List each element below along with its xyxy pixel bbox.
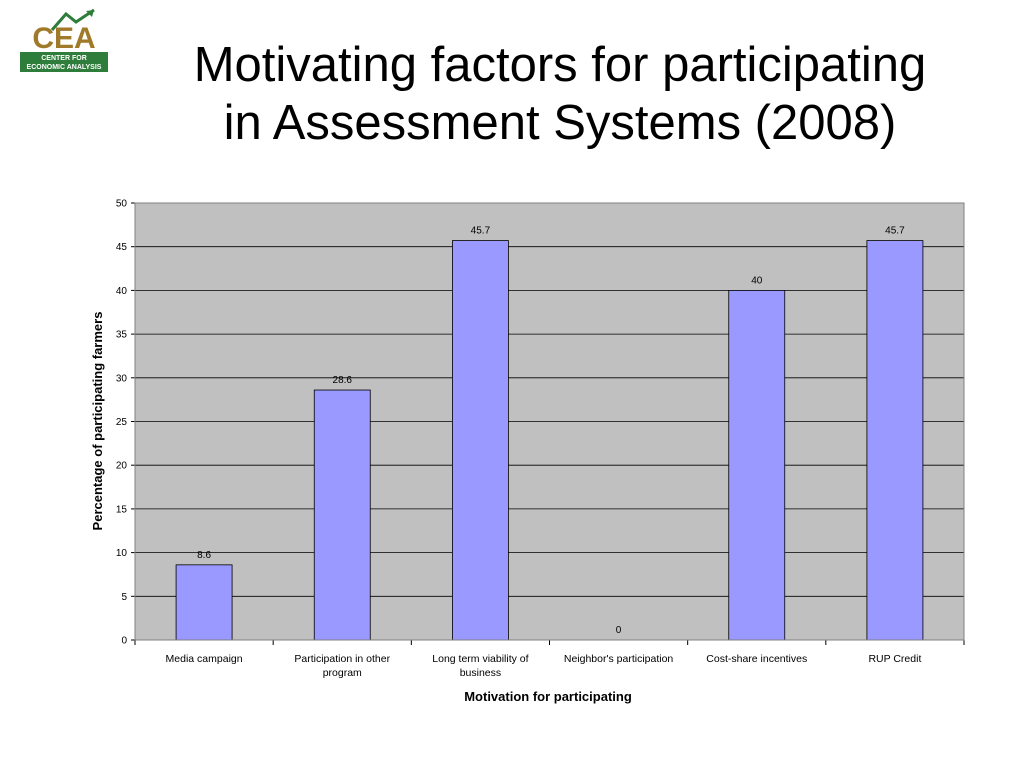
- data-labels: 8.6 28.6 45.7 0 40 45.7: [197, 226, 905, 636]
- y-tick-label: 15: [116, 504, 128, 515]
- data-label: 40: [751, 275, 763, 286]
- data-label: 45.7: [471, 226, 491, 237]
- data-label: 0: [616, 625, 622, 636]
- data-label: 28.6: [333, 375, 353, 386]
- y-axis-ticks: 0 5 10 15 20 25 30 35 40 45 50: [116, 199, 135, 647]
- x-category-label: Cost-share incentives: [706, 653, 807, 665]
- y-tick-label: 30: [116, 373, 128, 384]
- x-axis-categories: Media campaign Participation in other prog…: [134, 640, 965, 679]
- y-tick-label: 25: [116, 417, 128, 428]
- y-tick-label: 40: [116, 286, 128, 297]
- y-tick-label: 10: [116, 548, 128, 559]
- y-tick-label: 20: [116, 461, 128, 472]
- x-category-label: Media campaign: [166, 653, 243, 665]
- bar: [175, 564, 233, 641]
- y-axis-label: Percentage of participating farmers: [90, 312, 105, 531]
- plot-border: [134, 202, 965, 641]
- bar: [313, 389, 371, 641]
- x-category-label: RUP Credit: [868, 653, 921, 665]
- bar: [452, 240, 509, 641]
- y-tick-label: 0: [121, 636, 127, 647]
- cea-logo: CEA CENTER FOR ECONOMIC ANALYSIS: [14, 8, 114, 78]
- y-tick-label: 35: [116, 330, 128, 341]
- slide-title-line1: Motivating factors for participating: [193, 38, 927, 92]
- x-category-label: Neighbor's participation: [564, 653, 674, 665]
- data-label: 8.6: [197, 550, 211, 561]
- data-label: 45.7: [885, 226, 905, 237]
- y-tick-label: 50: [116, 199, 128, 210]
- bar: [728, 289, 786, 641]
- x-category-label: Long term viability of business: [432, 653, 528, 679]
- logo-text: CEA: [32, 22, 95, 55]
- y-tick-label: 5: [121, 592, 127, 603]
- x-axis-label: Motivation for participating: [464, 689, 632, 704]
- y-tick-label: 45: [116, 242, 128, 253]
- slide-title-line2: in Assessment Systems (2008): [223, 96, 897, 150]
- bars: [175, 240, 924, 641]
- logo-banner-line1: CENTER FOR: [41, 55, 87, 62]
- logo-banner-line2: ECONOMIC ANALYSIS: [27, 64, 102, 71]
- bar: [866, 240, 924, 641]
- slide-title: Motivating factors for participating in …: [100, 36, 1020, 152]
- logo-arrow-icon: [50, 8, 95, 31]
- x-category-label: Participation in other program: [294, 653, 390, 679]
